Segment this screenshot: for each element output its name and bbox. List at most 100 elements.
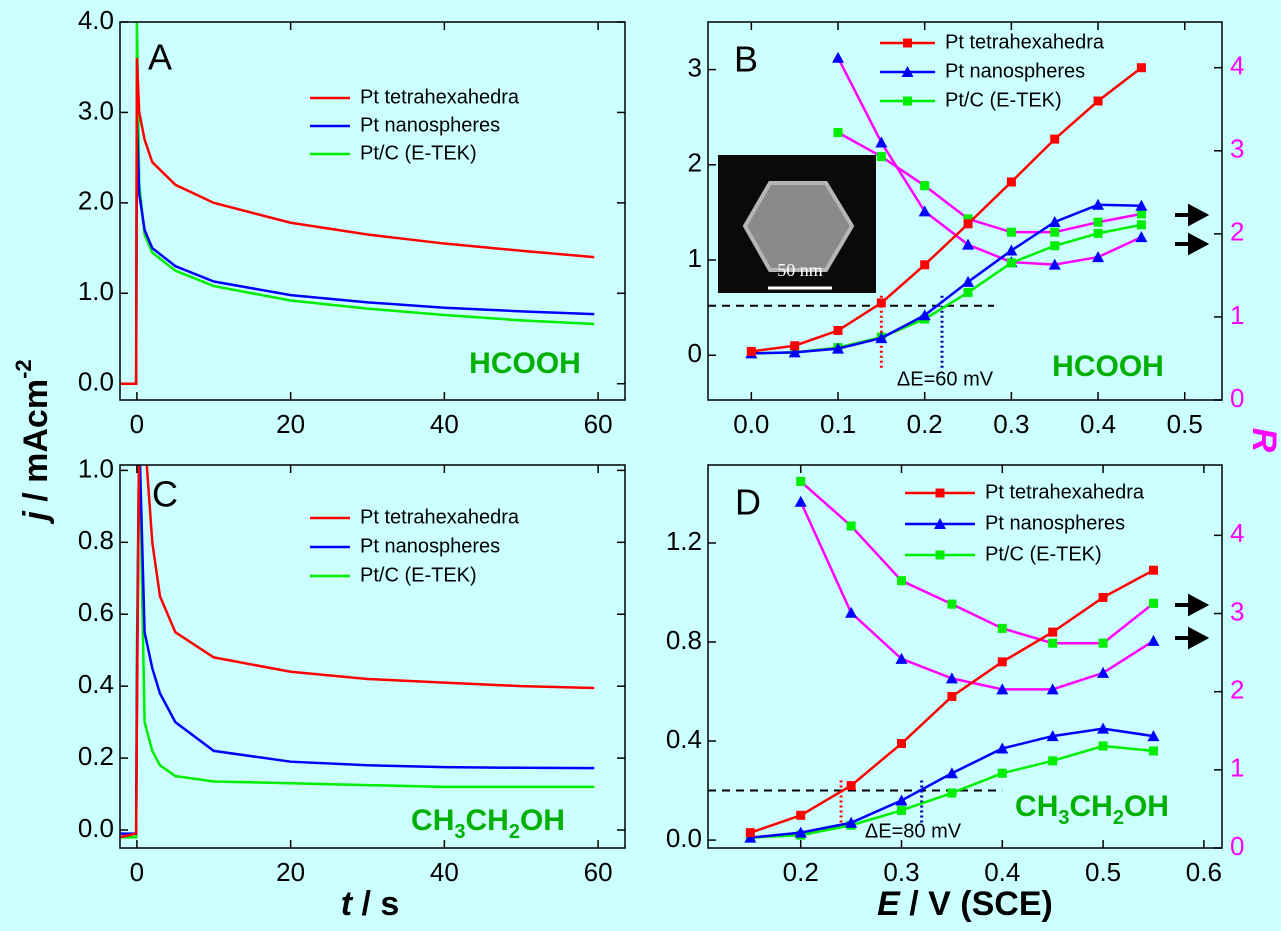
marker bbox=[832, 342, 845, 354]
y-tick-label: 0.0 bbox=[78, 367, 114, 397]
marker bbox=[1093, 96, 1103, 106]
y2-tick-label: 2 bbox=[1230, 675, 1244, 705]
annotation: CH3CH2OH bbox=[1015, 790, 1169, 829]
panel-label: C bbox=[152, 474, 178, 515]
y-tick-label: 1.0 bbox=[78, 453, 114, 483]
marker bbox=[876, 152, 886, 162]
x-axis-label: E / V (SCE) bbox=[877, 885, 1053, 923]
annotation: CH3CH2OH bbox=[411, 804, 565, 843]
series bbox=[745, 565, 1158, 838]
panel: 0 20 40 60 0.0 1.0 2.0 3.0 4.0 Pt tetrahexahedra P… bbox=[78, 5, 626, 439]
x-tick-label: 0.3 bbox=[993, 409, 1029, 439]
x-tick-label: 0.1 bbox=[820, 409, 856, 439]
legend-label: Pt tetrahexahedra bbox=[360, 86, 520, 108]
y-tick-label: 2.0 bbox=[78, 186, 114, 216]
legend-label: Pt nanospheres bbox=[985, 512, 1125, 534]
y-tick-label: 4.0 bbox=[78, 5, 114, 35]
marker bbox=[1136, 63, 1146, 73]
series bbox=[794, 495, 1160, 695]
marker bbox=[918, 309, 931, 321]
y-label-exponent: -2 bbox=[11, 359, 36, 379]
marker bbox=[897, 576, 907, 586]
marker bbox=[947, 788, 957, 798]
panel: 0.0 0.1 0.2 0.3 0.4 0.5 0 1 2 3 0 1 2 3 4 ΔE=60 mV Pt te… bbox=[688, 21, 1244, 439]
series bbox=[120, 58, 595, 385]
panel-label: B bbox=[734, 39, 758, 80]
y-tick-label: 0.8 bbox=[78, 525, 114, 555]
marker bbox=[1098, 638, 1108, 648]
legend-entry: Pt/C (E-TEK) bbox=[905, 543, 1102, 565]
marker bbox=[1148, 565, 1158, 575]
plot-frame bbox=[707, 464, 1223, 849]
panel-label: A bbox=[148, 37, 172, 78]
arrow bbox=[1175, 232, 1210, 256]
y-tick-label: 0.0 bbox=[666, 823, 702, 853]
marker bbox=[1050, 227, 1060, 237]
marker bbox=[963, 287, 973, 297]
panel: 0 20 40 60 0.0 0.2 0.4 0.6 0.8 1.0 Pt tetrahexahed… bbox=[78, 453, 626, 887]
y-tick-label: 0 bbox=[688, 338, 702, 368]
marker bbox=[945, 672, 958, 684]
y-label-symbol: j bbox=[17, 510, 55, 525]
marker bbox=[947, 599, 957, 609]
series-line bbox=[751, 66, 1143, 353]
marker bbox=[1093, 217, 1103, 227]
y2-tick-label: 1 bbox=[1230, 300, 1244, 330]
y2-tick-label: 0 bbox=[1230, 383, 1244, 413]
plot-frame bbox=[119, 464, 626, 849]
nanocrystal bbox=[742, 181, 855, 272]
marker bbox=[790, 341, 800, 351]
legend-label: Pt/C (E-TEK) bbox=[945, 89, 1062, 111]
legend-entry: Pt/C (E-TEK) bbox=[310, 142, 477, 164]
x-tick-label: 0.3 bbox=[883, 857, 919, 887]
legend-marker bbox=[901, 66, 914, 77]
x-tick-label: 0.5 bbox=[1085, 857, 1121, 887]
marker bbox=[1148, 598, 1158, 608]
x-tick-label: 20 bbox=[276, 409, 305, 439]
marker bbox=[897, 805, 907, 815]
x-tick-label: 0.2 bbox=[907, 409, 943, 439]
y-tick-label: 0.8 bbox=[666, 625, 702, 655]
marker bbox=[895, 652, 908, 664]
x-tick-label: 0 bbox=[130, 409, 144, 439]
series bbox=[833, 127, 1146, 237]
y-tick-label: 0.6 bbox=[78, 597, 114, 627]
delta-label: ΔE=60 mV bbox=[897, 368, 994, 390]
x-label-unit: / s bbox=[352, 885, 399, 923]
marker bbox=[1135, 231, 1148, 243]
y2-tick-label: 4 bbox=[1230, 51, 1244, 81]
marker bbox=[1048, 627, 1058, 637]
marker bbox=[997, 768, 1007, 778]
arrow bbox=[1175, 593, 1210, 617]
marker bbox=[1098, 592, 1108, 602]
panel: 0.2 0.3 0.4 0.5 0.6 0.0 0.4 0.8 1.2 0 1 2 3 4 ΔE=80 mV… bbox=[666, 464, 1244, 887]
marker bbox=[846, 781, 856, 791]
x-label-symbol: t bbox=[341, 885, 354, 923]
y-tick-label: 1.2 bbox=[666, 526, 702, 556]
marker bbox=[996, 683, 1009, 695]
series bbox=[744, 722, 1160, 843]
y2-tick-label: 3 bbox=[1230, 134, 1244, 164]
x-tick-label: 0 bbox=[130, 857, 144, 887]
marker bbox=[832, 51, 845, 63]
marker bbox=[788, 346, 801, 358]
marker bbox=[1006, 177, 1016, 187]
legend-entry: Pt tetrahexahedra bbox=[880, 31, 1105, 53]
plot-frame bbox=[707, 21, 1223, 401]
legend-label: Pt tetrahexahedra bbox=[945, 31, 1105, 53]
x-tick-label: 60 bbox=[584, 409, 613, 439]
x-tick-label: 0.6 bbox=[1186, 857, 1222, 887]
series-line bbox=[120, 58, 595, 385]
annotation: HCOOH bbox=[469, 347, 581, 380]
y2-tick-label: 4 bbox=[1230, 518, 1244, 548]
marker bbox=[920, 260, 930, 270]
x-tick-label: 0.4 bbox=[1080, 409, 1116, 439]
legend-marker bbox=[935, 550, 945, 560]
marker bbox=[1098, 741, 1108, 751]
y-tick-label: 1 bbox=[688, 243, 702, 273]
marker bbox=[962, 238, 975, 250]
y-tick-label: 3 bbox=[688, 52, 702, 82]
legend-entry: Pt tetrahexahedra bbox=[310, 506, 520, 528]
marker bbox=[796, 476, 806, 486]
marker bbox=[996, 742, 1009, 754]
